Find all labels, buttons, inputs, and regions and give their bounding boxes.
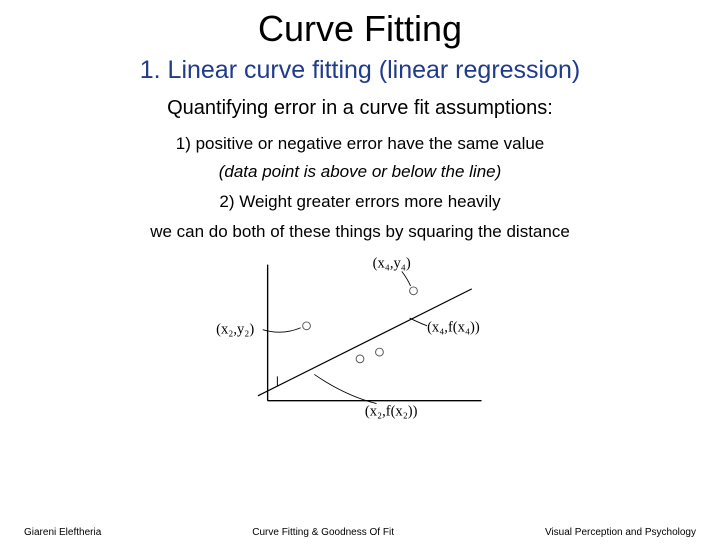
point-label-x4y4: (x₄,y₄) [373,256,411,272]
regression-diagram: (x₂,y₂) (x₄,y₄) (x₄,f(x₄)) (x₂,f(x₂)) [205,250,515,425]
footer-center: Curve Fitting & Goodness Of Fit [252,527,394,538]
section-subtitle: 1. Linear curve fitting (linear regressi… [0,56,720,85]
data-point [356,355,364,363]
slide-footer: Giareni Eleftheria Curve Fitting & Goodn… [0,527,720,538]
assumption-2: 2) Weight greater errors more heavily [0,192,720,212]
footer-right: Visual Perception and Psychology [545,527,696,538]
data-point [410,287,418,295]
regression-line [258,289,472,396]
assumption-1-note: (data point is above or below the line) [0,162,720,182]
intro-text: Quantifying error in a curve fit assumpt… [0,97,720,120]
diagram-container: (x₂,y₂) (x₄,y₄) (x₄,f(x₄)) (x₂,f(x₂)) [0,250,720,425]
footer-left: Giareni Eleftheria [24,527,101,538]
data-point [303,322,311,330]
connector [314,374,376,403]
page-title: Curve Fitting [0,8,720,50]
connector [402,271,411,286]
connector [263,328,301,332]
connector [410,318,428,326]
assumption-1: 1) positive or negative error have the s… [0,134,720,154]
point-label-x4fx4: (x₄,f(x₄)) [427,320,480,336]
conclusion-text: we can do both of these things by squari… [0,222,720,242]
point-label-x2fx2: (x₂,f(x₂)) [365,403,418,419]
data-point [376,348,384,356]
point-label-x2y2: (x₂,y₂) [216,322,254,338]
